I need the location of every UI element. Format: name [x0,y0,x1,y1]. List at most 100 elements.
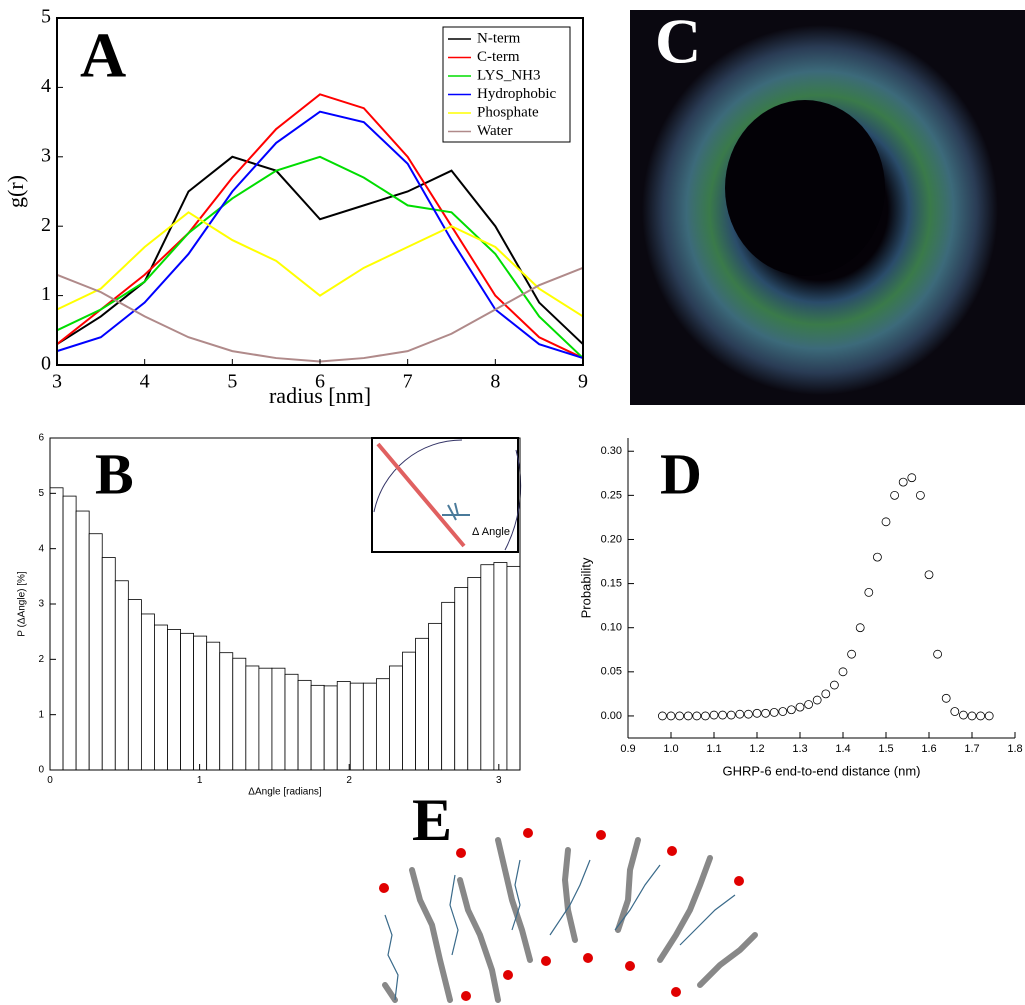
point [804,700,813,709]
y-tick-label: 4 [38,543,44,554]
y-tick-label: 2 [38,654,44,665]
x-tick-label: 2 [346,775,352,786]
point [675,711,684,721]
point [855,623,865,633]
point [873,552,882,562]
y-tick-label: 0.20 [601,533,622,545]
panel-label: C [655,6,701,77]
bar [467,577,482,771]
inset-frame [371,437,519,553]
point [718,710,727,720]
point [830,680,839,690]
bar [140,613,155,771]
bar [336,681,351,771]
bar [362,682,377,771]
x-tick-label: 1.7 [964,743,979,755]
x-tick-label: 1.5 [878,743,893,755]
point [701,711,710,721]
bar [297,679,312,771]
x-tick-label: 5 [227,371,237,393]
x-axis-label: radius [nm] [269,383,371,408]
x-tick-label: 6 [315,371,325,393]
x-tick-label: 7 [403,371,413,393]
point [744,709,753,719]
ion [379,883,389,893]
chart: 0.9 1.0 1.1 1.2 1.3 1.4 1.5 1.6 1.7 1.8 0.00 0.05 0.… [578,438,1023,778]
annotation: Δ Angle [472,526,510,538]
bar [114,580,129,771]
inset-arc [373,439,463,513]
y-tick-label: 3 [41,144,51,166]
x-tick-label: 9 [578,371,588,393]
point [984,711,994,721]
chain [614,864,661,931]
ion [583,953,593,963]
panel-label: E [412,787,452,853]
point [761,708,770,718]
point [821,689,831,699]
y-tick-label: 0 [41,353,51,375]
point [916,490,925,500]
point [933,649,942,659]
point [898,477,908,487]
chain [511,859,521,931]
point [795,702,805,712]
lipid-tails [382,837,758,1003]
legend-label: LYS_NH3 [477,67,541,83]
panel-b-inset: Δ Angle [371,437,522,553]
panel-label: D [660,441,702,506]
bar [167,629,181,771]
bar [258,667,273,771]
bar [428,622,443,771]
panel-e-image: E [375,787,760,1005]
point [735,709,745,719]
point [976,711,985,721]
y-tick-label: 1 [41,283,51,305]
ion [523,828,533,838]
lipid [495,837,533,963]
x-tick-label: 3 [496,775,502,786]
x-tick-label: 0.9 [620,743,635,755]
legend-label: Phosphate [477,104,539,120]
bar [493,562,508,771]
y-tick-label: 0 [38,765,44,776]
ion [671,987,681,997]
bar [127,599,142,771]
bar [480,564,495,771]
bar [219,652,234,771]
point [769,708,779,717]
lipid [697,932,758,988]
chain [384,914,399,1001]
bar [101,557,116,771]
ring-hole [725,100,885,276]
inset-molecule [442,502,470,521]
panel-c-image: C [630,6,1025,405]
legend-label: Water [477,123,512,139]
ion [503,970,513,980]
x-tick-label: 1.0 [663,743,678,755]
x-tick-label: 4 [140,371,150,393]
panel-label: A [80,20,126,91]
point [950,707,960,716]
data-line [56,110,584,360]
lipid [409,867,453,1003]
chain [549,859,591,936]
x-tick-label: 1.8 [1007,743,1022,755]
inset-line [376,442,466,548]
bar [49,487,64,771]
bar [193,635,208,771]
bar [441,601,456,771]
x-axis-label: ΔAngle [radians] [248,787,322,798]
y-tick-label: 0.00 [601,710,622,722]
y-tick-label: 3 [38,599,44,610]
ion [625,961,635,971]
legend-frame [442,26,571,143]
ion [596,830,606,840]
chain [449,874,459,956]
point [778,707,788,716]
y-tick-label: 6 [38,433,44,444]
point [924,570,934,580]
y-tick-label: 0.25 [601,489,622,501]
chart: N-term C-term LYS_NH3 Hydrophobic Phosphate W… [3,6,588,408]
